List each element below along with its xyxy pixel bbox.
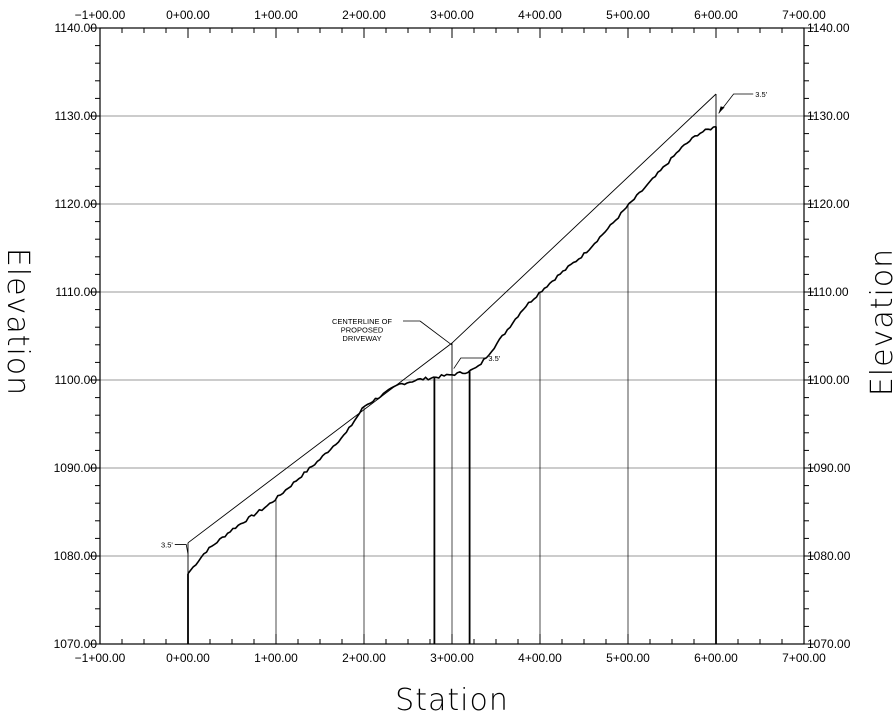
y-tick-label-right-3: 1100.00 (807, 373, 850, 387)
annot-centerline-2: DRIVEWAY (342, 334, 381, 343)
annot-right-offset: 3.5' (755, 90, 767, 99)
y-tick-label-left-5: 1120.00 (55, 197, 98, 211)
station-lines (187, 126, 717, 644)
x-tick-label-bottom-6: 5+00.00 (606, 651, 650, 665)
y-tick-label-left-7: 1140.00 (55, 21, 98, 35)
y-axis-title-left: Elevation (0, 248, 35, 396)
y-tick-label-left-4: 1110.00 (55, 285, 97, 299)
x-tick-label-top-1: 0+00.00 (166, 8, 210, 22)
annot-centerline-1: PROPOSED (341, 326, 384, 335)
annot-centerline-0: CENTERLINE OF (332, 317, 392, 326)
x-tick-label-bottom-0: −1+00.00 (75, 651, 126, 665)
x-tick-label-top-8: 7+00.00 (782, 8, 826, 22)
x-tick-label-bottom-2: 1+00.00 (254, 651, 298, 665)
arrowhead-right (718, 106, 725, 114)
y-axis-title-right: Elevation (865, 248, 895, 396)
leader-centerline-d (419, 320, 453, 346)
x-tick-label-bottom-3: 2+00.00 (342, 651, 386, 665)
y-tick-label-right-0: 1070.00 (807, 637, 851, 651)
leader-right (718, 93, 754, 114)
series-group (187, 93, 717, 575)
x-tick-label-top-2: 1+00.00 (254, 8, 298, 22)
y-tick-label-left-6: 1130.00 (55, 109, 98, 123)
y-tick-label-right-6: 1130.00 (807, 109, 850, 123)
x-tick-label-bottom-8: 7+00.00 (782, 651, 826, 665)
x-tick-label-top-5: 4+00.00 (518, 8, 562, 22)
y-tick-label-right-5: 1120.00 (807, 197, 850, 211)
annot-mid-offset: 3.5' (488, 354, 500, 363)
x-tick-label-top-6: 5+00.00 (606, 8, 650, 22)
leader-mid (453, 357, 487, 369)
x-tick-label-bottom-4: 3+00.00 (430, 651, 474, 665)
y-tick-label-right-1: 1080.00 (807, 549, 851, 563)
x-tick-label-bottom-7: 6+00.00 (694, 651, 738, 665)
y-tick-label-left-1: 1080.00 (54, 549, 98, 563)
tick-labels: −1+00.00 −1+00.00 0+00.00 0+00.00 1+00.00 1+0… (54, 8, 851, 665)
y-tick-label-right-2: 1090.00 (807, 461, 851, 475)
existing-ground-line (187, 125, 717, 575)
y-tick-label-left-3: 1100.00 (55, 373, 98, 387)
x-tick-label-top-3: 2+00.00 (342, 8, 386, 22)
x-axis-title: Station (395, 683, 509, 714)
x-tick-label-top-4: 3+00.00 (430, 8, 474, 22)
y-tick-label-right-4: 1110.00 (807, 285, 849, 299)
y-tick-label-left-0: 1070.00 (54, 637, 98, 651)
leader-left (174, 544, 189, 555)
x-tick-label-top-7: 6+00.00 (694, 8, 738, 22)
tick-marks (90, 27, 814, 645)
y-tick-label-left-2: 1090.00 (54, 461, 98, 475)
x-tick-label-top-0: −1+00.00 (75, 8, 126, 22)
x-tick-label-bottom-5: 4+00.00 (518, 651, 562, 665)
x-tick-label-bottom-1: 0+00.00 (166, 651, 210, 665)
annot-left-offset: 3.5' (161, 541, 173, 550)
y-tick-label-right-7: 1140.00 (807, 21, 850, 35)
